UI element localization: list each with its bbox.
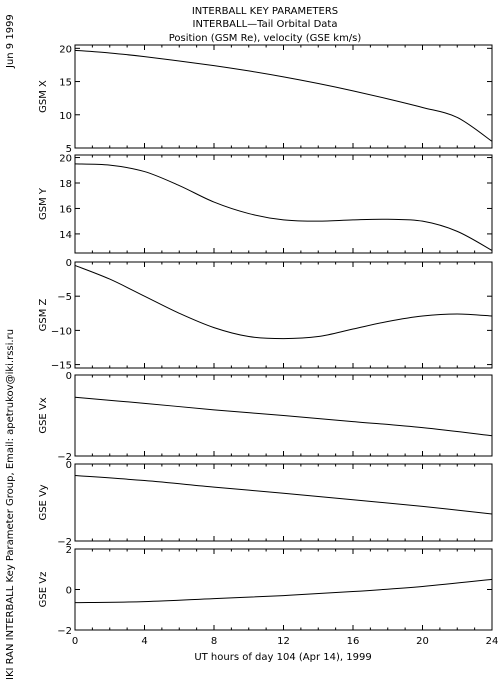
series-line-gse-vz bbox=[74, 578, 493, 604]
panel-frame-gse-vz bbox=[74, 548, 493, 631]
y-tick-label: 18 bbox=[59, 179, 72, 190]
y-axis-label-gsm-x: GSM X bbox=[38, 80, 49, 113]
y-tick-label: −2 bbox=[57, 452, 72, 463]
y-tick-label: 2 bbox=[66, 545, 72, 556]
x-tick-label: 12 bbox=[277, 636, 290, 647]
x-tick-label: 16 bbox=[347, 636, 360, 647]
y-axis-label-gse-vz: GSE Vz bbox=[38, 572, 49, 608]
credit-line: IKI RAN INTERBALL Key Parameter Group, E… bbox=[5, 329, 16, 680]
x-axis-label: UT hours of day 104 (Apr 14), 1999 bbox=[194, 652, 371, 663]
y-axis-label-gsm-z: GSM Z bbox=[38, 298, 49, 331]
figure-description: Position (GSM Re), velocity (GSE km/s) bbox=[169, 33, 362, 44]
y-axis-label-gse-vy: GSE Vy bbox=[38, 484, 49, 520]
y-tick-label: 20 bbox=[59, 44, 72, 55]
y-tick-label: 5 bbox=[66, 144, 72, 155]
series-line-gsm-x bbox=[74, 49, 493, 142]
y-tick-label: 20 bbox=[59, 154, 72, 165]
date-stamp: Jun 9 1999 bbox=[5, 14, 16, 69]
x-tick-label: 24 bbox=[486, 636, 499, 647]
y-tick-label: −5 bbox=[57, 292, 72, 303]
figure-subtitle: INTERBALL—Tail Orbital Data bbox=[193, 19, 338, 30]
panel-frame-gse-vy bbox=[74, 463, 493, 542]
series-line-gsm-y bbox=[74, 163, 493, 251]
y-tick-label: −2 bbox=[57, 626, 72, 637]
y-tick-label: 0 bbox=[66, 460, 72, 471]
y-axis-label-gse-vx: GSE Vx bbox=[38, 397, 49, 433]
series-line-gse-vy bbox=[74, 475, 493, 515]
y-tick-label: 14 bbox=[59, 230, 72, 241]
y-tick-label: 10 bbox=[59, 111, 72, 122]
y-tick-label: −15 bbox=[51, 361, 72, 372]
panel-frame-gsm-x bbox=[74, 44, 493, 149]
series-line-gsm-z bbox=[74, 264, 493, 340]
y-tick-label: −2 bbox=[57, 537, 72, 548]
series-line-gse-vx bbox=[74, 396, 493, 437]
y-axis-label-gsm-y: GSM Y bbox=[38, 187, 49, 220]
y-tick-label: 0 bbox=[66, 586, 72, 597]
y-tick-label: 16 bbox=[59, 204, 72, 215]
x-tick-label: 20 bbox=[416, 636, 429, 647]
y-tick-label: 0 bbox=[66, 258, 72, 269]
figure-title: INTERBALL KEY PARAMETERS bbox=[192, 6, 338, 17]
x-tick-label: 8 bbox=[211, 636, 217, 647]
y-tick-label: 15 bbox=[59, 78, 72, 89]
y-tick-label: −10 bbox=[51, 326, 72, 337]
y-tick-label: 0 bbox=[66, 371, 72, 382]
x-tick-label: 4 bbox=[141, 636, 147, 647]
x-tick-label: 0 bbox=[72, 636, 78, 647]
